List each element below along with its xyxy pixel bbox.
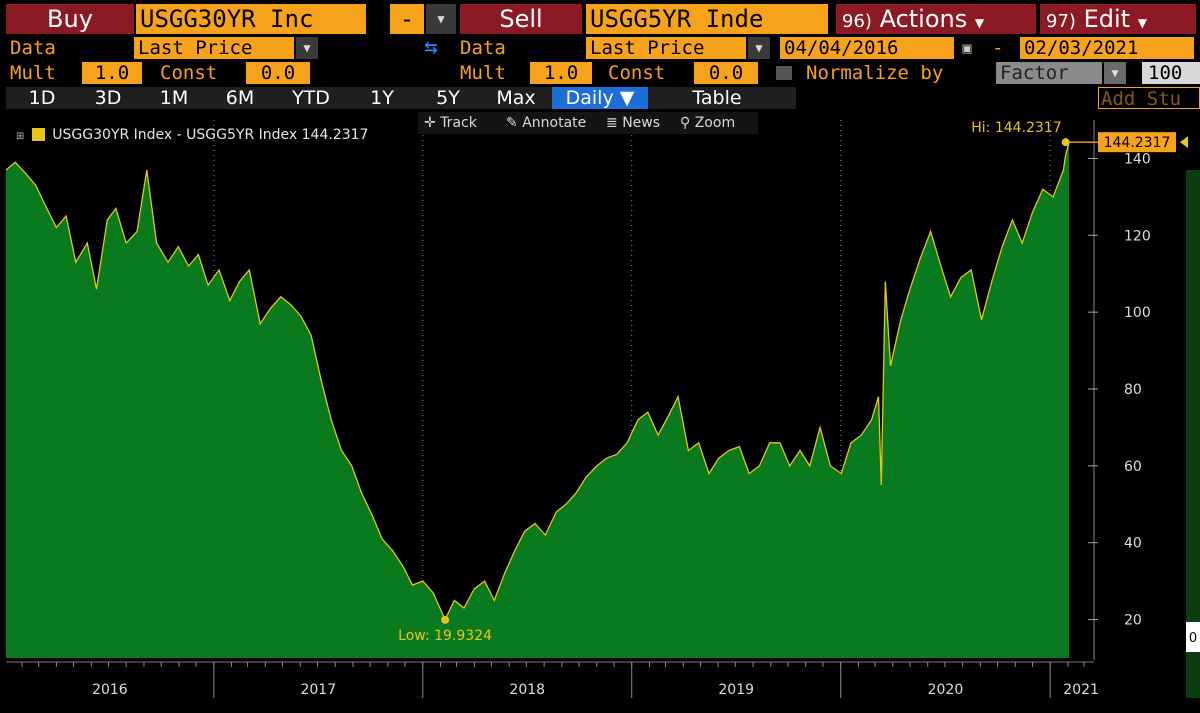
x-year-label: 2016 [92, 682, 128, 698]
annotate-tool[interactable]: ✎ Annotate [506, 115, 587, 131]
buy-divider [368, 4, 386, 34]
end-date-input[interactable]: 02/03/2021 [1020, 37, 1194, 59]
news-tool[interactable]: ≣ News [606, 115, 661, 131]
y-tick-label: 140 [1124, 151, 1151, 167]
minus-operator-select[interactable]: - [390, 4, 424, 34]
y-tick-label: 100 [1124, 305, 1151, 321]
edit-number: 97) [1046, 11, 1076, 32]
chevron-down-icon: ▼ [1111, 66, 1119, 80]
x-year-label: 2019 [718, 682, 754, 698]
x-axis: 2016 2017 2018 2019 2020 2021 [0, 660, 1200, 713]
edit-label: Edit [1083, 5, 1131, 33]
tab-3d[interactable]: 3D [94, 87, 122, 109]
legend-label: USGG30YR Index - USGG5YR Index 144.2317 [52, 127, 369, 143]
x-year-label: 2017 [300, 682, 336, 698]
buy-label: Buy [6, 4, 134, 34]
data-label-left: Data [10, 37, 56, 59]
y-tick-label: 80 [1124, 382, 1142, 398]
x-year-label: 2018 [509, 682, 545, 698]
operator-dropdown-button[interactable]: ▼ [426, 4, 456, 34]
tab-max[interactable]: Max [496, 87, 536, 109]
sell-security-input[interactable]: USGG5YR Inde [586, 4, 828, 34]
y-tick-label: 20 [1124, 613, 1142, 629]
hi-label: Hi: 144.2317 [971, 120, 1061, 136]
spread-line [5, 142, 1070, 622]
track-tool[interactable]: ✛ Track [424, 115, 477, 131]
const-field-right[interactable]: 0.0 [694, 62, 758, 84]
normalize-checkbox[interactable] [776, 66, 792, 80]
low-label: Low: 19.9324 [398, 628, 492, 644]
const-label-left: Const [160, 62, 218, 84]
tab-daily[interactable]: Daily ▼ [552, 87, 648, 109]
legend-box[interactable]: ⊞ USGG30YR Index - USGG5YR Index 144.231… [16, 122, 388, 148]
tab-1m[interactable]: 1M [159, 87, 189, 109]
chevron-down-icon: ▼ [303, 41, 311, 55]
y-tick-label: 60 [1124, 459, 1142, 475]
legend-expand-icon[interactable]: ⊞ [16, 131, 25, 142]
right-edge-panel [1186, 170, 1200, 698]
last-value-arrow [1180, 136, 1188, 149]
date-separator: - [992, 37, 1004, 59]
sell-label: Sell [460, 4, 582, 34]
right-edge-box [1186, 622, 1200, 652]
pencil-icon: ✎ [506, 115, 518, 131]
const-label-right: Const [608, 62, 666, 84]
chevron-down-icon: ▼ [1137, 16, 1147, 30]
start-date-input[interactable]: 04/04/2016 [780, 37, 954, 59]
actions-menu[interactable]: 96) Actions ▼ [836, 4, 1036, 34]
edit-menu[interactable]: 97) Edit ▼ [1040, 4, 1196, 34]
y-tick-label: 120 [1124, 228, 1151, 244]
chevron-down-icon: ▼ [974, 16, 985, 30]
y-tick-label: 40 [1124, 536, 1142, 552]
actions-label: Actions [879, 5, 968, 33]
legend-swatch [31, 128, 45, 141]
calendar-icon[interactable]: ▣ [962, 39, 972, 57]
buy-security-input[interactable]: USGG30YR Inc [136, 4, 366, 34]
tab-ytd[interactable]: YTD [292, 87, 330, 109]
period-tab-bar: 1D 3D 1M 6M YTD 1Y 5Y Max Daily ▼ Table [6, 87, 796, 109]
x-year-label: 2021 [1063, 682, 1099, 698]
last-value-text: 144.2317 [1104, 135, 1171, 151]
tab-6m[interactable]: 6M [225, 87, 255, 109]
actions-number: 96) [842, 11, 872, 32]
magnifier-icon: ⚲ [680, 115, 691, 131]
tab-1y[interactable]: 1Y [370, 87, 394, 109]
x-axis-band [0, 660, 1200, 713]
tab-1d[interactable]: 1D [28, 87, 56, 109]
mult-field-left[interactable]: 1.0 [82, 62, 142, 84]
const-field-left[interactable]: 0.0 [246, 62, 310, 84]
last-value-badge [1098, 132, 1176, 153]
spread-area [6, 142, 1070, 658]
y-axis: 20 40 60 80 100 120 140 [1088, 120, 1151, 662]
mult-field-right[interactable]: 1.0 [530, 62, 592, 84]
right-edge-label: 0 [1189, 631, 1197, 646]
data-label-right: Data [460, 37, 506, 59]
chart-tools: ✛ Track ✎ Annotate ≣ News ⚲ Zoom [418, 112, 758, 134]
data-field-right[interactable]: Last Price [586, 37, 746, 59]
normalize-select[interactable]: Factor [996, 62, 1102, 84]
zoom-tool[interactable]: ⚲ Zoom [680, 115, 736, 131]
normalize-amount[interactable]: 100 [1142, 62, 1200, 84]
mult-label-right: Mult [460, 62, 506, 84]
tab-table[interactable]: Table [692, 87, 742, 109]
data-field-right-dropdown[interactable]: ▼ [748, 37, 770, 59]
data-field-left[interactable]: Last Price [134, 37, 294, 59]
tab-5y[interactable]: 5Y [436, 87, 460, 109]
normalize-dropdown[interactable]: ▼ [1104, 62, 1126, 84]
chart-annotations: Hi: 144.2317 Low: 19.9324 144.2317 0 [398, 120, 1200, 698]
x-year-label: 2020 [928, 682, 964, 698]
data-field-left-dropdown[interactable]: ▼ [296, 37, 318, 59]
news-icon: ≣ [606, 115, 618, 131]
low-point [441, 615, 450, 624]
add-study-button[interactable]: Add Stu [1098, 87, 1200, 109]
normalize-label: Normalize by [806, 62, 944, 84]
mult-label-left: Mult [10, 62, 56, 84]
crosshair-icon: ✛ [424, 115, 436, 131]
hi-point [1061, 138, 1070, 147]
chevron-down-icon: ▼ [755, 41, 763, 55]
chevron-down-icon: ▼ [437, 12, 445, 26]
swap-icon[interactable]: ⇆ [424, 36, 438, 60]
